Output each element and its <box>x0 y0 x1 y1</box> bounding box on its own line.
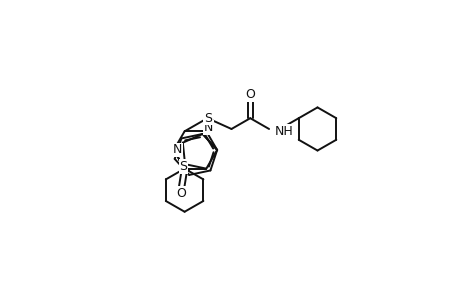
Text: S: S <box>179 160 187 173</box>
Text: O: O <box>245 88 255 101</box>
Text: N: N <box>203 121 213 134</box>
Text: NH: NH <box>274 125 292 138</box>
Text: S: S <box>204 112 212 125</box>
Text: O: O <box>176 187 186 200</box>
Text: N: N <box>173 143 182 157</box>
